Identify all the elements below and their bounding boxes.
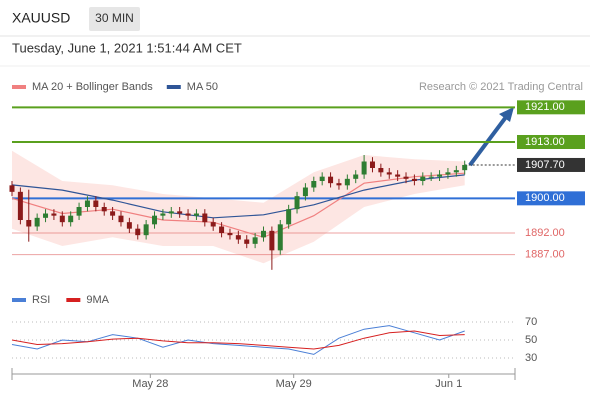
candle-body [110,211,116,216]
candle-body [403,176,409,179]
y-tick-label: 50 [525,334,537,346]
candle-body [118,215,124,223]
candle-body [235,235,241,240]
level-label: 1921.00 [525,101,565,113]
candle-body [51,213,57,216]
legend-swatch [12,85,26,89]
candle-body [185,213,191,216]
candle-body [177,211,183,214]
level-box [517,191,585,206]
candle-body [93,200,99,207]
candle-body [59,215,65,223]
level-label: 1900.00 [525,192,565,204]
candle-body [17,191,23,220]
level-label: 1887.00 [525,249,565,261]
candle-body [361,161,367,175]
interval-button[interactable] [89,7,140,31]
candle-body [311,181,317,188]
candle-body [152,215,158,225]
candle-body [428,176,434,178]
level-box [517,100,585,115]
candle-body [143,224,149,236]
x-tick-label: May 29 [276,378,312,390]
candle-body [369,161,375,168]
candle-body [286,209,292,225]
moving-average [11,174,465,219]
x-tick-label: Jun 1 [435,378,462,390]
candle-body [126,222,132,229]
level-label: 1907.70 [525,159,565,171]
level-box [517,157,585,172]
candle-body [227,233,233,236]
candle-body [261,230,266,238]
legend-label: MA 50 [187,81,218,93]
candle-body [9,185,15,192]
candle-body [168,211,174,214]
x-tick-label: May 28 [132,378,168,390]
source: Research © 2021 Trading Central [419,81,583,93]
candle-body [43,213,49,218]
candle-body [395,174,401,177]
candle-body [336,183,342,186]
level-label: 1913.00 [525,136,565,148]
moving-average [11,172,465,238]
candle-body [411,178,417,181]
candle-body [193,213,199,216]
candle-body [219,226,225,233]
forecast-arrowhead [499,107,514,122]
candle-body [244,239,250,244]
candle-body [378,168,384,173]
candle-body [252,237,258,244]
bollinger-band [12,150,465,264]
candle-body [386,172,392,175]
level-label: 1892.00 [525,227,565,239]
symbol: XAUUSD [12,10,70,26]
candle-body [160,213,166,216]
candle-body [344,178,350,186]
candle-body [84,200,90,207]
legend-label: 9MA [86,294,109,306]
candle-body [328,176,334,184]
candle-body [210,222,216,227]
indicator-line [11,330,465,350]
interval-label[interactable]: 30 MIN [95,11,134,25]
candle-body [202,213,208,223]
candle-body [462,164,468,171]
candle-body [135,228,141,236]
candle-body [34,217,40,227]
candle-body [269,230,275,251]
candle-body [420,176,426,181]
timestamp: Tuesday, June 1, 2021 1:51:44 AM CET [12,40,242,55]
legend-label: RSI [32,294,50,306]
candle-body [453,170,459,173]
legend-swatch [66,298,81,302]
candle-body [101,207,107,212]
y-tick-label: 30 [525,352,537,364]
candle-body [26,220,32,227]
candle-body [68,215,74,223]
legend-swatch [166,85,181,89]
candle-body [302,187,308,197]
candle-body [445,172,451,175]
level-box [517,135,585,149]
candle-body [294,196,300,210]
legend-swatch [12,298,26,302]
candle-body [76,207,82,216]
legend-label: MA 20 + Bollinger Bands [32,81,153,93]
candle-body [277,224,283,251]
candle-body [353,174,359,179]
y-tick-label: 70 [525,316,537,328]
candle-body [437,174,443,177]
candle-body [319,176,325,181]
